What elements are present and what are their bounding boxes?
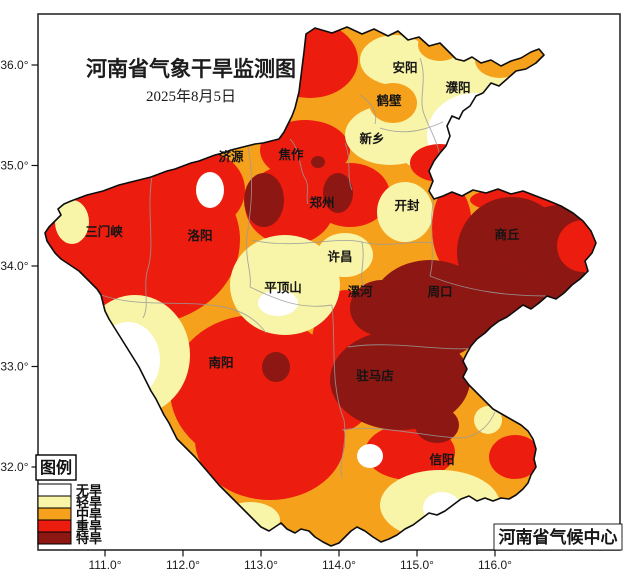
city-label: 安阳 [392,60,417,75]
legend-title-box [35,454,77,481]
lat-tick-label: 34.0° [0,259,28,273]
city-label: 三门峡 [85,224,123,239]
lon-tick-label: 112.0° [166,558,200,572]
lat-tick-label: 36.0° [0,58,28,72]
city-label: 鹤壁 [376,93,402,108]
city-label: 平顶山 [264,280,302,295]
city-label: 南阳 [208,355,233,370]
layer-extreme [244,156,596,443]
lat-tick-label: 35.0° [0,159,28,173]
province-shading [45,27,596,546]
city-label: 焦作 [277,147,304,162]
legend-swatch [37,531,72,545]
credit-label: 河南省气候中心 [499,527,618,547]
lon-axis: 111.0° 112.0° 113.0° 114.0° 115.0° 116.0° [88,550,512,572]
city-label: 洛阳 [187,228,212,243]
lon-tick-label: 116.0° [478,558,512,572]
lon-tick-label: 115.0° [400,558,434,572]
legend-item-label: 无旱 [75,483,102,498]
city-label: 新乡 [359,131,384,146]
lon-tick-label: 113.0° [244,558,278,572]
legend-swatch [37,495,72,509]
lat-tick-label: 32.0° [0,460,28,474]
legend-item-label: 重旱 [76,519,102,534]
plot-frame [37,13,621,551]
city-label: 周口 [427,285,452,299]
city-label: 驻马店 [356,368,394,383]
lon-tick-label: 111.0° [88,558,121,572]
city-label: 商丘 [494,227,520,242]
lat-axis: 36.0° 35.0° 34.0° 33.0° 32.0° [0,58,38,474]
legend-item-label: 轻旱 [76,495,102,510]
province-outline [44,26,597,547]
legend-swatch [37,483,72,497]
page-title: 河南省气象干旱监测图 [86,57,296,81]
map-date: 2025年8月5日 [146,88,236,105]
credit-box-bg [493,523,623,551]
layer-severe-top [557,220,596,272]
credit-box: 河南省气候中心 [493,523,623,551]
legend-title: 图例 [40,458,72,477]
city-label: 开封 [394,198,420,213]
city-label: 信阳 [429,452,454,467]
city-label: 许昌 [327,249,352,264]
city-label: 济源 [218,149,244,164]
legend-item-label: 中旱 [76,507,102,522]
city-label: 郑州 [309,195,334,210]
lat-tick-label: 33.0° [0,360,28,374]
legend-item-label: 特旱 [76,531,102,546]
city-label: 濮阳 [445,80,470,95]
lon-tick-label: 114.0° [322,558,356,572]
legend-swatch [37,519,72,533]
legend-swatch [37,507,72,521]
city-label: 漯河 [347,284,373,299]
